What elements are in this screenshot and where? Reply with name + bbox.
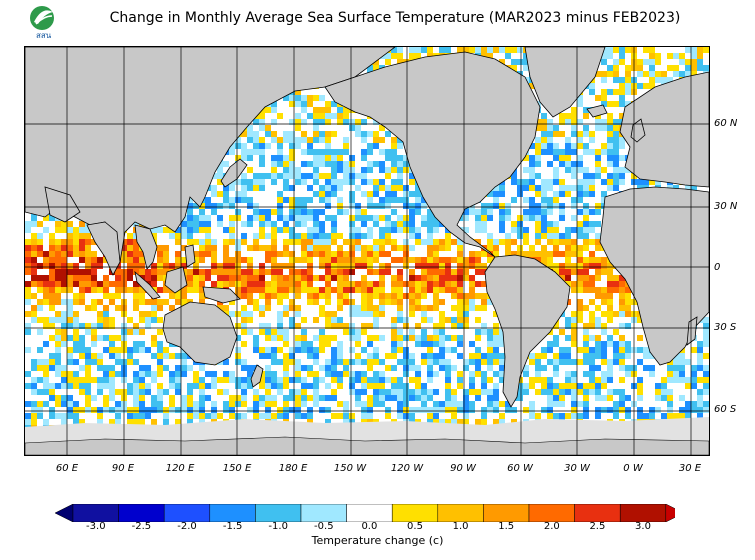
colorbar-under-arrow	[54, 503, 74, 523]
lat-label-60s: 60 S	[714, 404, 737, 415]
colorbar-tick-label: -3.0	[86, 521, 106, 532]
lon-label-60e: 60 E	[55, 463, 79, 474]
lon-label-120e: 120 E	[165, 463, 195, 474]
continents	[25, 47, 709, 408]
colorbar-tick-label: -1.0	[268, 521, 288, 532]
colorbar-swatch	[346, 503, 393, 523]
africa	[599, 186, 709, 366]
colorbar-tick-label: -1.5	[222, 521, 243, 532]
lat-label-60n: 60 N	[714, 118, 738, 129]
lon-label-120w: 120 W	[390, 463, 424, 474]
lat-label-30n: 30 N	[714, 201, 738, 212]
colorbar-swatch	[300, 503, 347, 523]
colorbar-swatch	[528, 503, 575, 523]
colorbar-swatch	[391, 503, 439, 523]
colorbar-swatch	[209, 503, 256, 523]
eurasia	[25, 47, 396, 263]
philippines	[184, 244, 196, 268]
lon-label-60w: 60 W	[507, 463, 533, 474]
colorbar-tick-label: 3.0	[635, 521, 651, 532]
iceland	[586, 104, 608, 118]
lat-label-30s: 30 S	[714, 322, 737, 333]
lat-lon-grid	[25, 47, 709, 455]
colorbar-tick-label: 0.0	[361, 521, 378, 532]
greenland	[524, 47, 606, 118]
colorbar-tick-label: 2.0	[543, 521, 560, 532]
indochina	[134, 224, 158, 270]
lon-label-90e: 90 E	[111, 463, 135, 474]
map-title: Change in Monthly Average Sea Surface Te…	[109, 10, 681, 26]
lon-label-90w: 90 W	[450, 463, 476, 474]
lon-label-150w: 150 W	[333, 463, 367, 474]
organization-logo: สสน	[26, 4, 66, 40]
antarctica-land	[25, 436, 709, 455]
new-guinea	[202, 286, 241, 304]
lon-label-150e: 150 E	[222, 463, 252, 474]
colorbar-tick-label: 1.5	[498, 521, 515, 532]
colorbar-swatch	[163, 503, 211, 523]
north-america	[324, 51, 541, 258]
colorbar-swatch	[72, 503, 119, 523]
europe	[619, 71, 709, 188]
lon-label-30w: 30 W	[564, 463, 590, 474]
colorbar-swatch	[118, 503, 165, 523]
india	[86, 221, 121, 276]
colorbar-tick-label: 2.5	[589, 521, 606, 532]
lat-label-0: 0	[714, 262, 721, 273]
colorbar	[54, 503, 685, 526]
colorbar-tick-label: -0.5	[314, 521, 334, 532]
arabia	[44, 186, 81, 223]
sst-change-map	[24, 46, 710, 456]
sumatra	[134, 270, 161, 300]
new-zealand	[250, 364, 264, 388]
south-america	[484, 254, 571, 408]
colorbar-swatch	[255, 503, 302, 523]
colorbar-swatch	[483, 503, 530, 523]
colorbar-tick-label: -2.5	[131, 521, 152, 532]
svg-text:สสน: สสน	[36, 31, 52, 40]
british-isles	[630, 118, 646, 143]
colorbar-over-arrow	[665, 503, 685, 523]
colorbar-swatch	[437, 503, 484, 523]
colorbar-swatch	[619, 503, 667, 523]
lon-label-0w: 0 W	[623, 463, 643, 474]
colorbar-tick-label: 0.5	[407, 521, 423, 532]
colorbar-title: Temperature change (c)	[311, 534, 444, 547]
colorbar-swatch	[574, 503, 621, 523]
australia	[162, 301, 238, 366]
madagascar	[686, 316, 698, 346]
colorbar-tick-label: -2.0	[177, 521, 197, 532]
lon-label-30e: 30 E	[678, 463, 702, 474]
colorbar-tick-label: 1.0	[452, 521, 469, 532]
lon-label-180e: 180 E	[278, 463, 308, 474]
